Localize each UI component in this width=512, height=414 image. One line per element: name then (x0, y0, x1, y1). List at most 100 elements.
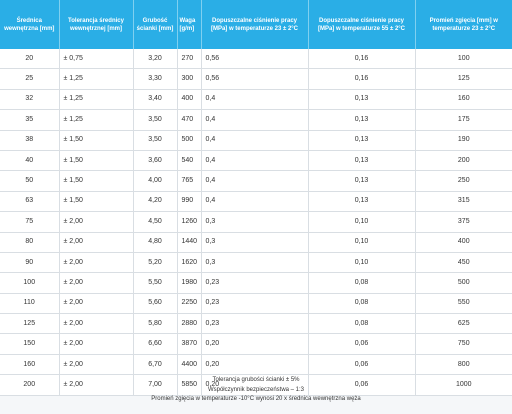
table-row: 38 ± 1,50 3,50 500 0,4 0,13 190 (0, 130, 512, 151)
cell-pressure-23c: 0,4 (201, 150, 309, 172)
cell-pressure-23c: 0,4 (201, 130, 309, 151)
table-row: 20 ± 0,75 3,20 270 0,56 0,16 100 (0, 49, 512, 70)
cell-bend-radius: 750 (415, 333, 512, 355)
cell-bend-radius: 500 (415, 272, 512, 294)
cell-wall-thickness: 3,60 (133, 150, 178, 172)
cell-wall-thickness: 3,20 (133, 49, 178, 70)
cell-diameter-tolerance: ± 1,25 (59, 109, 134, 131)
cell-pressure-55c: 0,06 (308, 354, 416, 376)
cell-pressure-23c: 0,4 (201, 89, 309, 111)
cell-pressure-23c: 0,20 (201, 354, 309, 376)
cell-pressure-55c: 0,06 (308, 374, 416, 396)
cell-inner-diameter: 160 (0, 354, 60, 376)
cell-diameter-tolerance: ± 1,50 (59, 130, 134, 151)
cell-pressure-23c: 0,56 (201, 68, 309, 90)
cell-weight: 270 (177, 49, 202, 70)
cell-wall-thickness: 4,50 (133, 211, 178, 233)
header-wall-thickness: Grubość ścianki [mm] (133, 0, 178, 49)
table-row: 160 ± 2,00 6,70 4400 0,20 0,06 800 (0, 354, 512, 376)
cell-diameter-tolerance: ± 2,00 (59, 293, 134, 315)
cell-bend-radius: 1000 (415, 374, 512, 396)
cell-bend-radius: 250 (415, 170, 512, 192)
cell-weight: 765 (177, 170, 202, 192)
cell-wall-thickness: 4,00 (133, 170, 178, 192)
cell-bend-radius: 800 (415, 354, 512, 376)
note-wall-tolerance: Tolerancja grubości ścianki ± 5% (212, 377, 300, 383)
table-row: 90 ± 2,00 5,20 1620 0,3 0,10 450 (0, 252, 512, 274)
cell-wall-thickness: 3,30 (133, 68, 178, 90)
cell-inner-diameter: 125 (0, 313, 60, 335)
cell-diameter-tolerance: ± 2,00 (59, 374, 134, 396)
table-body: 20 ± 0,75 3,20 270 0,56 0,16 100 25 ± 1,25 3,30 30… (0, 49, 512, 396)
cell-inner-diameter: 40 (0, 150, 60, 172)
cell-pressure-55c: 0,10 (308, 252, 416, 274)
cell-inner-diameter: 110 (0, 293, 60, 315)
cell-pressure-55c: 0,10 (308, 232, 416, 253)
cell-pressure-55c: 0,06 (308, 333, 416, 355)
cell-diameter-tolerance: ± 0,75 (59, 49, 134, 70)
header-weight: Waga [g/m] (177, 0, 202, 49)
cell-bend-radius: 550 (415, 293, 512, 315)
table-row: 32 ± 1,25 3,40 400 0,4 0,13 160 (0, 89, 512, 111)
cell-bend-radius: 625 (415, 313, 512, 335)
cell-bend-radius: 315 (415, 191, 512, 213)
cell-wall-thickness: 5,20 (133, 252, 178, 274)
cell-inner-diameter: 32 (0, 89, 60, 111)
cell-pressure-55c: 0,08 (308, 293, 416, 315)
cell-diameter-tolerance: ± 1,50 (59, 170, 134, 192)
cell-inner-diameter: 75 (0, 211, 60, 233)
cell-wall-thickness: 7,00 (133, 374, 178, 396)
cell-diameter-tolerance: ± 2,00 (59, 333, 134, 355)
cell-weight: 1260 (177, 211, 202, 233)
notes: Tolerancja grubości ścianki ± 5% Współcz… (0, 376, 512, 405)
header-pressure-55c: Dopuszczalne ciśnienie pracy [MPa] w tem… (308, 0, 416, 49)
cell-pressure-23c: 0,56 (201, 49, 309, 70)
cell-bend-radius: 100 (415, 49, 512, 70)
cell-pressure-55c: 0,13 (308, 170, 416, 192)
cell-pressure-55c: 0,16 (308, 68, 416, 90)
cell-inner-diameter: 20 (0, 49, 60, 70)
cell-diameter-tolerance: ± 2,00 (59, 252, 134, 274)
cell-pressure-55c: 0,13 (308, 150, 416, 172)
cell-pressure-23c: 0,3 (201, 252, 309, 274)
cell-weight: 1440 (177, 232, 202, 253)
cell-inner-diameter: 150 (0, 333, 60, 355)
cell-weight: 1620 (177, 252, 202, 274)
cell-weight: 3870 (177, 333, 202, 355)
cell-pressure-23c: 0,23 (201, 272, 309, 294)
cell-diameter-tolerance: ± 2,00 (59, 354, 134, 376)
cell-wall-thickness: 5,60 (133, 293, 178, 315)
cell-weight: 2880 (177, 313, 202, 335)
table-row: 110 ± 2,00 5,60 2250 0,23 0,08 550 (0, 293, 512, 315)
cell-pressure-23c: 0,23 (201, 313, 309, 335)
cell-pressure-23c: 0,4 (201, 191, 309, 213)
table-row: 75 ± 2,00 4,50 1260 0,3 0,10 375 (0, 211, 512, 233)
cell-bend-radius: 125 (415, 68, 512, 90)
cell-wall-thickness: 6,60 (133, 333, 178, 355)
cell-weight: 470 (177, 109, 202, 131)
cell-wall-thickness: 4,80 (133, 232, 178, 253)
cell-diameter-tolerance: ± 2,00 (59, 272, 134, 294)
cell-weight: 5850 (177, 374, 202, 396)
cell-inner-diameter: 63 (0, 191, 60, 213)
header-inner-diameter: Średnica wewnętrzna [mm] (0, 0, 60, 49)
cell-wall-thickness: 6,70 (133, 354, 178, 376)
cell-pressure-55c: 0,08 (308, 313, 416, 335)
cell-inner-diameter: 35 (0, 109, 60, 131)
cell-pressure-23c: 0,4 (201, 170, 309, 192)
cell-bend-radius: 400 (415, 232, 512, 253)
cell-pressure-23c: 0,4 (201, 109, 309, 131)
cell-inner-diameter: 50 (0, 170, 60, 192)
cell-pressure-55c: 0,16 (308, 49, 416, 70)
cell-pressure-23c: 0,20 (201, 374, 309, 396)
cell-diameter-tolerance: ± 2,00 (59, 211, 134, 233)
cell-inner-diameter: 80 (0, 232, 60, 253)
cell-bend-radius: 190 (415, 130, 512, 151)
cell-pressure-23c: 0,3 (201, 211, 309, 233)
cell-bend-radius: 160 (415, 89, 512, 111)
note-bend-radius: Promień zgięcia w temperaturze -10°C wyn… (151, 396, 361, 402)
cell-wall-thickness: 3,50 (133, 109, 178, 131)
cell-weight: 300 (177, 68, 202, 90)
cell-inner-diameter: 100 (0, 272, 60, 294)
